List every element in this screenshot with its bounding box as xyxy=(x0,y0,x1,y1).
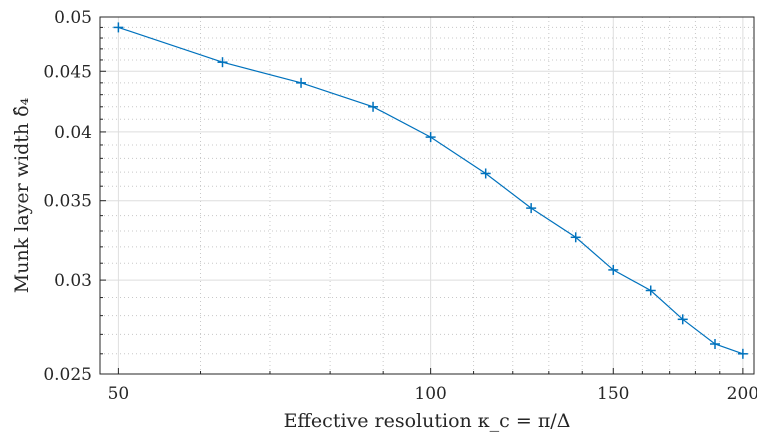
data-point-marker xyxy=(710,338,721,349)
x-axis-label: Effective resolution κ_c = π/Δ xyxy=(284,410,571,432)
plot-frame xyxy=(99,16,755,375)
y-tick-label: 0.03 xyxy=(54,271,92,291)
minor-grid xyxy=(100,17,754,374)
data-point-marker xyxy=(113,22,124,33)
y-tick-label: 0.035 xyxy=(43,192,92,212)
y-axis-label: Munk layer width δ̂₄ xyxy=(11,97,33,293)
data-point-marker xyxy=(217,57,228,68)
data-point-marker xyxy=(526,203,537,214)
y-tick-label: 0.04 xyxy=(54,123,92,143)
data-point-marker xyxy=(368,101,379,112)
major-grid xyxy=(100,16,754,375)
data-point-marker xyxy=(480,168,491,179)
y-tick-label: 0.025 xyxy=(43,365,92,385)
data-point-marker xyxy=(608,264,619,275)
series-layer xyxy=(113,22,748,359)
data-point-marker xyxy=(296,77,307,88)
x-tick-label: 150 xyxy=(597,384,629,404)
x-tick-label: 100 xyxy=(414,384,446,404)
data-point-marker xyxy=(570,232,581,243)
y-tick-label: 0.045 xyxy=(43,62,92,82)
data-point-marker xyxy=(645,285,656,296)
x-tick-label: 200 xyxy=(727,384,757,404)
axis-ticks xyxy=(100,16,744,375)
data-point-marker xyxy=(677,314,688,325)
data-point-marker xyxy=(425,132,436,143)
y-tick-label: 0.05 xyxy=(54,8,92,28)
tick-labels: 50 100 150 200 0.025 0.03 0.035 0.04 0.045 0.05 xyxy=(43,8,757,404)
x-tick-label: 50 xyxy=(108,384,130,404)
data-point-marker xyxy=(737,348,748,359)
